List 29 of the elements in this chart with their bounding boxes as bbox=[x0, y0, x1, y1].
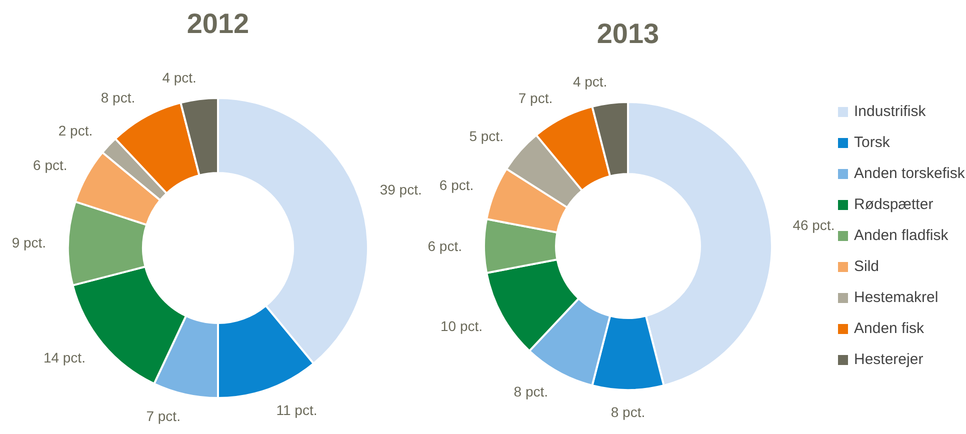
data-label: 6 pct. bbox=[439, 176, 474, 193]
data-label: 7 pct. bbox=[518, 90, 553, 106]
data-label: 5 pct. bbox=[469, 128, 504, 144]
legend-label: Hesterejer bbox=[854, 350, 924, 370]
data-label: 8 pct. bbox=[514, 383, 548, 400]
data-label: 2 pct. bbox=[58, 122, 93, 138]
legend-label: Torsk bbox=[854, 133, 890, 153]
data-label: 6 pct. bbox=[428, 238, 462, 254]
data-label: 14 pct. bbox=[43, 350, 86, 366]
data-label: 9 pct. bbox=[12, 234, 46, 251]
data-label: 39 pct. bbox=[380, 182, 422, 198]
legend-label: Anden fisk bbox=[854, 319, 924, 339]
legend-label: Hestemakrel bbox=[854, 288, 938, 308]
data-label: 46 pct. bbox=[792, 217, 835, 234]
legend-label: Sild bbox=[854, 257, 880, 277]
data-label: 8 pct. bbox=[610, 404, 646, 420]
data-label: 7 pct. bbox=[146, 408, 180, 424]
legend-label: Anden fladfisk bbox=[854, 226, 948, 246]
legend-label: Industrifisk bbox=[854, 102, 926, 122]
legend-label: Anden torskefisk bbox=[854, 164, 965, 184]
chart-title: 2013 bbox=[596, 18, 660, 51]
data-label: 11 pct. bbox=[276, 402, 318, 418]
legend-label: Rødspætter bbox=[854, 195, 934, 215]
data-label: 6 pct. bbox=[33, 157, 68, 174]
data-label: 10 pct. bbox=[440, 318, 483, 334]
chart-title: 2012 bbox=[186, 8, 250, 41]
data-label: 4 pct. bbox=[162, 69, 196, 86]
data-label: 4 pct. bbox=[572, 73, 608, 90]
data-label: 8 pct. bbox=[100, 89, 136, 106]
